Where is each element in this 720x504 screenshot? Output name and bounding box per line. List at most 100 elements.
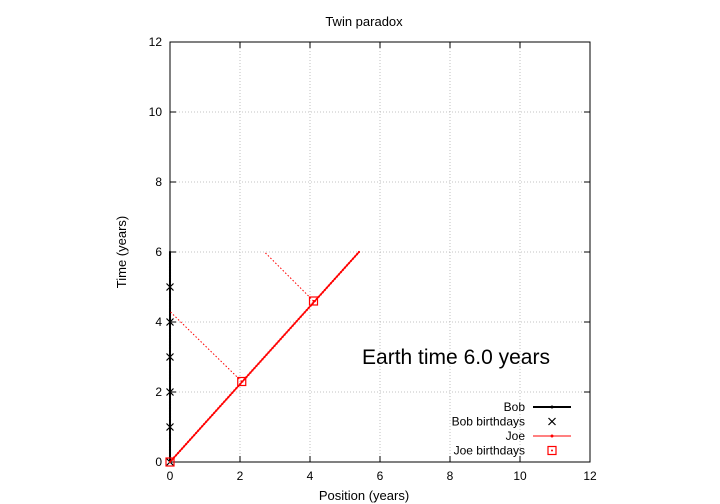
y-tick-label: 12 <box>149 35 163 49</box>
x-tick-label: 12 <box>583 469 597 483</box>
y-tick-label: 10 <box>149 105 163 119</box>
data-point <box>349 259 353 263</box>
data-point <box>168 256 172 260</box>
legend-item-bob: Bob <box>504 400 571 414</box>
data-point <box>213 411 216 414</box>
data-point <box>168 250 172 254</box>
data-point <box>321 291 324 294</box>
data-point <box>168 385 172 389</box>
data-point <box>303 311 306 314</box>
data-point <box>231 391 234 394</box>
data-point <box>168 268 172 272</box>
x-marker-stroke <box>166 423 174 431</box>
legend-sample-x <box>548 417 556 426</box>
data-point <box>168 346 172 350</box>
data-point <box>168 433 172 437</box>
x-tick-label: 2 <box>237 469 244 483</box>
data-point <box>168 373 172 377</box>
legend-sample-point <box>550 405 554 409</box>
y-tick-label: 6 <box>155 245 162 259</box>
data-point <box>168 436 172 440</box>
data-point <box>168 388 172 392</box>
series-layer <box>165 250 361 467</box>
data-point <box>353 255 357 258</box>
data-point <box>331 279 334 283</box>
data-point <box>357 250 361 254</box>
data-point <box>285 331 288 334</box>
data-point <box>217 407 220 410</box>
data-point <box>351 257 355 260</box>
data-point <box>263 355 266 359</box>
chart-title: Twin paradox <box>325 14 403 29</box>
data-point <box>168 280 172 284</box>
y-tick-label: 0 <box>155 455 162 469</box>
data-point <box>168 313 172 317</box>
data-point <box>168 292 172 296</box>
grid <box>170 42 590 462</box>
data-point <box>168 454 172 458</box>
data-point <box>269 349 272 352</box>
data-point <box>297 317 300 321</box>
data-point <box>168 415 172 419</box>
data-point <box>168 298 172 302</box>
data-point <box>168 418 172 422</box>
data-point <box>193 434 196 437</box>
data-point <box>168 412 172 416</box>
data-point <box>168 379 172 383</box>
data-point <box>203 422 206 426</box>
data-point <box>215 409 218 412</box>
data-point <box>267 351 270 354</box>
legend-label: Bob birthdays <box>452 415 525 429</box>
data-point <box>253 367 256 370</box>
data-point <box>249 371 252 374</box>
data-point <box>219 405 222 408</box>
data-point <box>345 264 349 267</box>
data-point <box>168 301 172 305</box>
data-point <box>168 295 172 299</box>
x-marker-stroke <box>166 388 174 396</box>
data-point <box>323 288 326 292</box>
legend-item-joe-birthdays: Joe birthdays <box>454 444 557 458</box>
data-point <box>355 253 359 256</box>
joe-birthday-marker <box>165 457 175 467</box>
series-joe <box>168 250 361 464</box>
bob-birthday-marker <box>166 388 174 396</box>
data-point <box>307 306 310 309</box>
data-point <box>168 364 172 368</box>
data-point <box>265 353 268 356</box>
legend-label: Joe birthdays <box>454 444 525 458</box>
simultaneity-line <box>169 311 243 382</box>
data-point <box>343 266 347 269</box>
data-point <box>257 362 260 365</box>
data-point <box>279 338 282 341</box>
data-point <box>168 325 172 329</box>
data-point <box>243 378 246 381</box>
data-point <box>291 324 294 327</box>
data-point <box>277 340 280 343</box>
data-point <box>341 268 345 271</box>
data-point <box>168 289 172 293</box>
square-marker <box>237 376 247 387</box>
data-point <box>168 445 172 449</box>
data-point <box>168 406 172 410</box>
data-point <box>293 322 296 325</box>
data-point <box>168 304 172 308</box>
data-point <box>168 277 172 281</box>
data-point <box>347 262 351 265</box>
data-point <box>335 275 338 278</box>
data-point <box>180 447 184 450</box>
data-point <box>233 389 236 392</box>
data-point <box>305 308 308 312</box>
data-point <box>168 358 172 362</box>
legend-sample-square <box>547 445 557 456</box>
x-marker-stroke <box>166 318 174 326</box>
legend-sample-square-center <box>551 449 553 452</box>
data-point <box>168 349 172 353</box>
data-point <box>168 307 172 311</box>
bob-birthday-marker <box>166 283 174 291</box>
data-point <box>191 436 194 439</box>
data-point <box>311 302 314 305</box>
square-marker-center <box>169 461 171 463</box>
bob-birthday-marker <box>166 423 174 431</box>
data-point <box>273 344 276 347</box>
